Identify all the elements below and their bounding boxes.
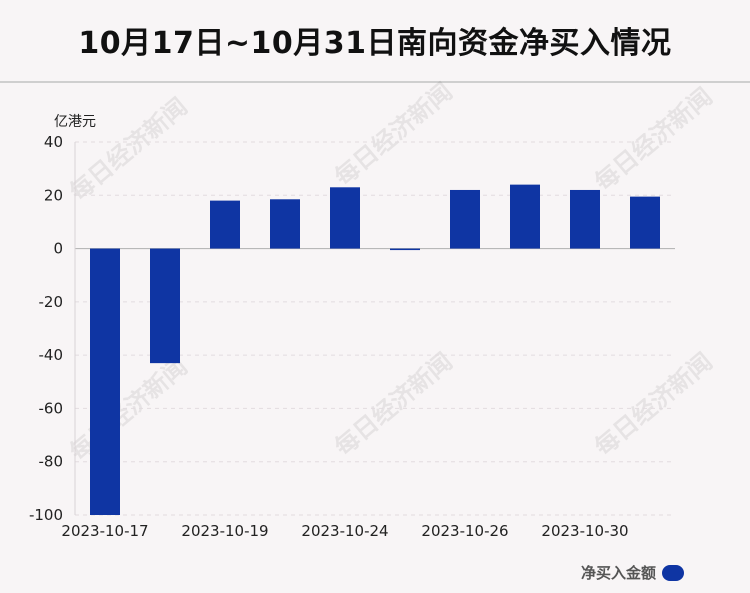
y-tick-label: -40 xyxy=(39,346,64,364)
bar-2023-10-19 xyxy=(210,200,240,249)
chart-title: 10月17日~10月31日南向资金净买入情况 xyxy=(78,26,672,61)
bar-2023-10-20 xyxy=(270,199,300,249)
bar-2023-10-31 xyxy=(630,196,660,249)
bar-2023-10-24 xyxy=(330,187,360,249)
x-tick-label: 2023-10-24 xyxy=(301,522,388,540)
y-tick-label: 20 xyxy=(44,186,63,204)
y-tick-label: 0 xyxy=(53,240,63,258)
bar-2023-10-30 xyxy=(570,189,600,249)
y-tick-label: -60 xyxy=(39,399,64,417)
bar-2023-10-25 xyxy=(390,248,420,251)
y-axis-label: 亿港元 xyxy=(54,114,96,130)
x-tick-label: 2023-10-17 xyxy=(61,522,148,540)
y-tick-label: -20 xyxy=(39,293,64,311)
x-tick-label: 2023-10-26 xyxy=(421,522,508,540)
x-tick-label: 2023-10-30 xyxy=(541,522,628,540)
bar-2023-10-27 xyxy=(510,184,540,249)
legend: 净买入金额 xyxy=(581,562,684,583)
y-tick-label: -80 xyxy=(39,453,64,471)
title-divider xyxy=(0,81,750,83)
y-tick-label: 40 xyxy=(44,133,63,151)
legend-swatch xyxy=(662,564,684,581)
bar-2023-10-18 xyxy=(150,248,180,364)
y-tick-label: -100 xyxy=(29,506,63,524)
bar-2023-10-26 xyxy=(450,189,480,249)
bar-2023-10-17 xyxy=(90,248,120,516)
x-tick-label: 2023-10-19 xyxy=(181,522,268,540)
legend-label: 净买入金额 xyxy=(580,564,656,582)
